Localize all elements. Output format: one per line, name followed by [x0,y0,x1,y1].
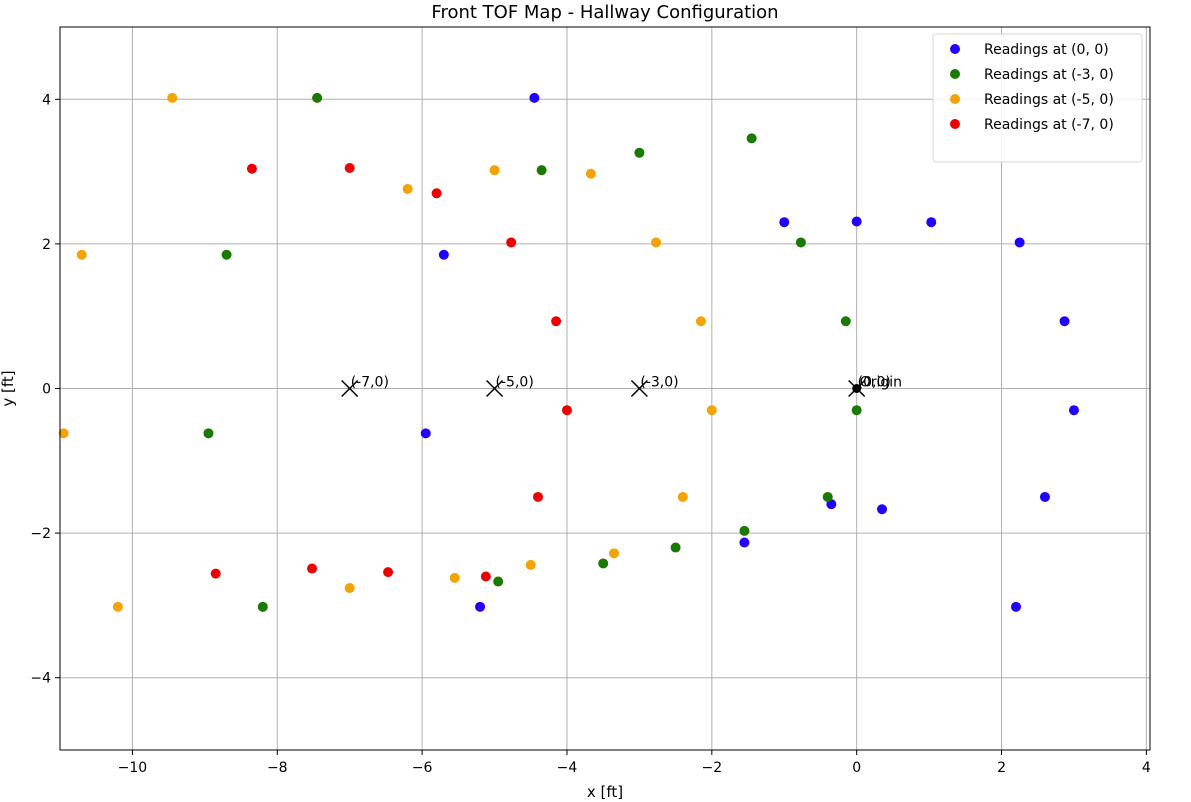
data-points [58,92,1079,612]
data-point-series-3 [533,491,544,502]
data-point-series-0 [851,216,862,227]
data-point-series-2 [695,316,706,327]
data-point-series-3 [431,188,442,199]
data-point-series-3 [551,316,562,327]
position-marker-stroke [341,379,359,398]
data-point-series-2 [449,572,460,583]
legend-entry-label: Readings at (-5, 0) [984,92,1114,108]
data-point-series-0 [877,504,888,515]
position-marker-stroke [630,379,648,398]
data-point-series-3 [561,405,572,416]
data-point-series-2 [706,405,717,416]
origin-label: Origin [860,375,902,391]
x-tick-label: −4 [557,760,578,776]
data-point-series-0 [475,601,486,612]
y-tick-label: 2 [42,237,51,253]
position-marker-label: (0,0) [858,375,891,391]
origin-point [852,384,862,393]
chart-title: Front TOF Map - Hallway Configuration [431,2,778,23]
data-point-series-2 [489,165,500,176]
data-point-series-0 [1068,405,1079,416]
data-point-series-0 [926,217,937,228]
y-tick-label: −4 [30,671,51,687]
data-point-series-1 [312,92,323,103]
x-tick-label: 2 [997,760,1006,776]
data-point-series-0 [779,217,790,228]
data-point-series-1 [598,558,609,569]
data-point-series-3 [506,237,517,248]
x-tick-label: −8 [267,760,288,776]
data-point-series-3 [246,163,257,174]
data-point-series-0 [529,92,540,103]
data-point-series-3 [383,567,394,578]
data-point-series-3 [344,162,355,173]
data-point-series-3 [210,568,221,579]
x-tick-label: −6 [412,760,433,776]
data-point-series-2 [402,183,413,194]
legend-box [932,33,1143,163]
x-tick-label: −2 [702,760,723,776]
data-point-series-2 [167,92,178,103]
data-point-series-2 [112,601,123,612]
data-point-series-1 [257,601,268,612]
legend-entry-label: Readings at (-3, 0) [984,67,1114,83]
data-point-series-0 [1011,601,1022,612]
data-point-series-2 [344,583,355,594]
position-marker-stroke [486,379,504,398]
data-point-series-2 [651,237,662,248]
data-point-series-0 [438,249,449,260]
legend-marker [950,44,960,54]
data-point-series-1 [221,249,232,260]
x-tick-label: −10 [118,760,148,776]
data-point-series-0 [739,537,750,548]
data-point-series-1 [634,147,645,158]
y-tick-label: −2 [30,526,51,542]
data-point-series-1 [203,428,214,439]
position-marker-label: (-7,0) [351,375,389,391]
data-point-series-1 [493,576,504,587]
legend-marker [950,119,960,129]
data-point-series-2 [58,428,69,439]
x-tick-label: 0 [852,760,861,776]
data-point-series-1 [795,237,806,248]
position-marker-label: (-3,0) [640,375,678,391]
data-point-series-1 [536,165,547,176]
y-axis-label: y [ft] [0,370,17,406]
data-point-series-2 [677,491,688,502]
data-point-series-1 [739,525,750,536]
legend: Readings at (0, 0) Readings at (-3, 0) Rea… [932,33,1143,163]
data-point-series-3 [480,571,491,582]
legend-entry-label: Readings at (0, 0) [984,42,1109,58]
data-point-series-0 [420,428,431,439]
legend-marker [950,69,960,79]
data-point-series-2 [609,548,620,559]
data-point-series-0 [1014,237,1025,248]
data-point-series-1 [746,133,757,144]
data-point-series-1 [670,542,681,553]
legend-entry-label: Readings at (-7, 0) [984,117,1114,133]
data-point-series-2 [585,168,596,179]
data-point-series-3 [307,563,318,574]
data-point-series-1 [840,316,851,327]
position-markers: (-7,0) (-5,0) (-3,0) (0,0)Origin [341,375,902,398]
y-tick-label: 0 [42,382,51,398]
legend-marker [950,94,960,104]
data-point-series-1 [851,405,862,416]
data-point-series-2 [76,249,87,260]
y-tick-label: 4 [42,92,51,108]
data-point-series-0 [1039,491,1050,502]
x-tick-label: 4 [1142,760,1151,776]
axis-ticks: −10 −8 −6 −4 −2 0 2 4 −4 −2 0 2 4 [30,92,1151,776]
x-axis-label: x [ft] [587,783,623,801]
data-point-series-1 [822,491,833,502]
data-point-series-2 [525,559,536,570]
data-point-series-0 [1059,316,1070,327]
position-marker-label: (-5,0) [496,375,534,391]
